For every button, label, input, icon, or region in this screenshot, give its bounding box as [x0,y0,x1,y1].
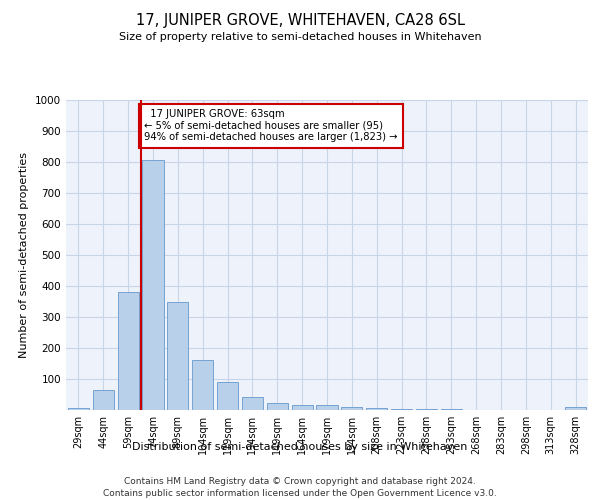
Bar [316,404,338,410]
Bar [167,302,188,410]
Bar [142,160,164,410]
Bar [565,407,586,410]
Bar [217,382,238,410]
Text: Contains public sector information licensed under the Open Government Licence v3: Contains public sector information licen… [103,489,497,498]
Y-axis label: Number of semi-detached properties: Number of semi-detached properties [19,152,29,358]
Text: Distribution of semi-detached houses by size in Whitehaven: Distribution of semi-detached houses by … [133,442,467,452]
Bar [68,408,89,410]
Text: Contains HM Land Registry data © Crown copyright and database right 2024.: Contains HM Land Registry data © Crown c… [124,478,476,486]
Bar [341,407,362,410]
Text: 17 JUNIPER GROVE: 63sqm
← 5% of semi-detached houses are smaller (95)
94% of sem: 17 JUNIPER GROVE: 63sqm ← 5% of semi-det… [145,110,398,142]
Bar [267,403,288,410]
Text: 17, JUNIPER GROVE, WHITEHAVEN, CA28 6SL: 17, JUNIPER GROVE, WHITEHAVEN, CA28 6SL [136,12,464,28]
Bar [242,397,263,410]
Bar [366,408,387,410]
Bar [192,360,213,410]
Bar [118,292,139,410]
Text: Size of property relative to semi-detached houses in Whitehaven: Size of property relative to semi-detach… [119,32,481,42]
Bar [292,404,313,410]
Bar [93,390,114,410]
